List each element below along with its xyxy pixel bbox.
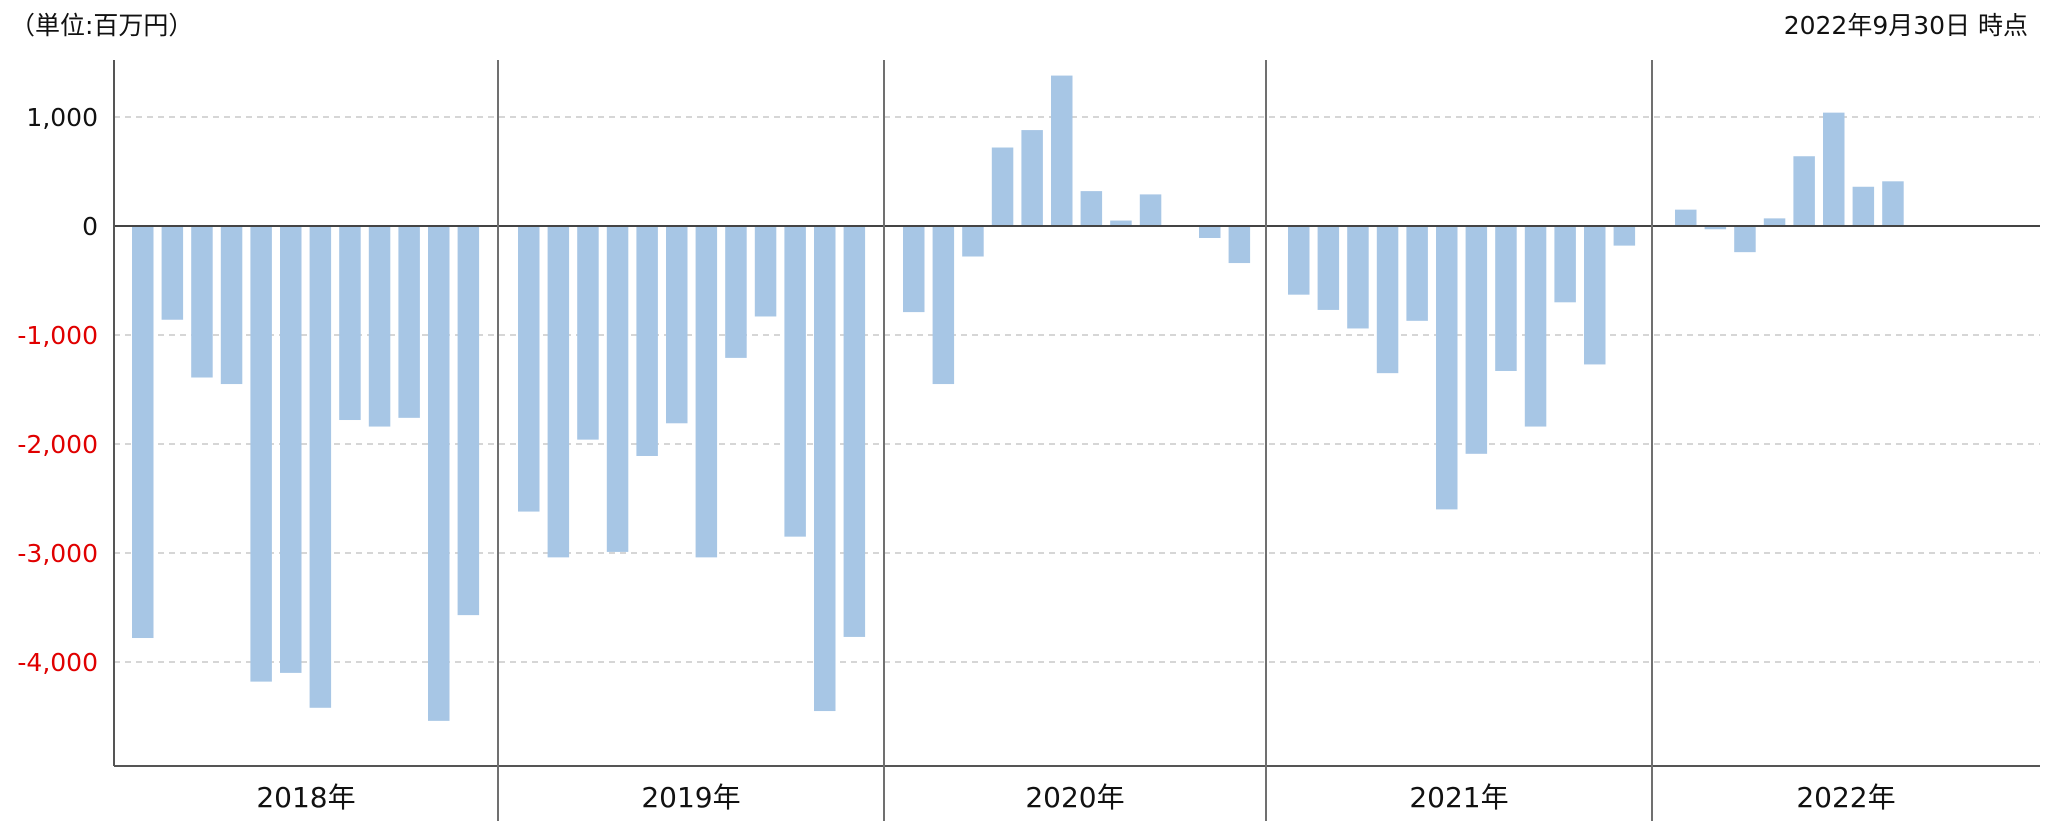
year-labels: 2018年 2019年 2020年 2021年 2022年: [256, 781, 1895, 814]
bar: [1495, 226, 1517, 371]
bar: [1793, 156, 1815, 226]
y-tick-label: -3,000: [17, 539, 98, 568]
bar: [1139, 194, 1162, 226]
y-tick-label: 0: [82, 212, 98, 241]
bar: [636, 226, 658, 456]
bar: [1051, 75, 1073, 226]
bar: [1465, 226, 1488, 454]
bar: [784, 226, 806, 537]
bar: [1823, 112, 1845, 226]
y-tick-label: -1,000: [17, 321, 98, 350]
bar: [962, 226, 984, 257]
bar: [428, 226, 450, 721]
bar: [1199, 226, 1221, 238]
bar: [754, 226, 777, 317]
bar: [1288, 226, 1310, 295]
bar: [725, 226, 747, 358]
year-label: 2022年: [1796, 781, 1895, 814]
bar: [1704, 226, 1727, 230]
bar: [518, 226, 540, 512]
year-label: 2019年: [641, 781, 740, 814]
bar: [457, 226, 480, 616]
y-tick-label: -2,000: [17, 430, 98, 459]
bar: [1613, 226, 1636, 246]
year-label: 2020年: [1025, 781, 1124, 814]
bar: [932, 226, 955, 385]
bar: [991, 147, 1014, 226]
bar: [1524, 226, 1547, 427]
bar: [309, 226, 332, 708]
bar: [1554, 226, 1576, 303]
bar: [1317, 226, 1340, 310]
y-axis-tick-labels: 1,000 0 -1,000 -2,000 -3,000 -4,000: [17, 103, 98, 677]
bar: [368, 226, 391, 427]
bar: [843, 226, 866, 637]
bar: [1734, 226, 1756, 253]
bar: [1228, 226, 1251, 264]
bar: [903, 226, 925, 313]
bar: [1080, 191, 1103, 226]
bar: [132, 226, 154, 639]
unit-label: （単位:百万円）: [10, 11, 193, 40]
bar: [1584, 226, 1606, 365]
chart-frame: [113, 60, 2040, 821]
bar: [577, 226, 599, 440]
bar: [1675, 209, 1697, 226]
bars: [132, 75, 1904, 721]
bar: [666, 226, 688, 424]
bar: [220, 226, 243, 385]
bar: [1882, 181, 1904, 226]
bar: [1852, 186, 1875, 226]
bar: [250, 226, 272, 682]
bar: [1110, 220, 1132, 226]
bar: [547, 226, 570, 558]
bar: [814, 226, 836, 712]
bar: [280, 226, 302, 673]
year-label: 2018年: [256, 781, 355, 814]
y-tick-label: 1,000: [26, 103, 98, 132]
bar: [695, 226, 718, 558]
bar: [191, 226, 213, 378]
bar: [339, 226, 361, 421]
as-of-date-label: 2022年9月30日 時点: [1784, 11, 2028, 40]
bar: [1763, 218, 1786, 226]
bar: [1406, 226, 1428, 321]
bar: [1347, 226, 1369, 329]
y-tick-label: -4,000: [17, 648, 98, 677]
bar: [1436, 226, 1458, 510]
bar: [1021, 130, 1043, 226]
bar: [1376, 226, 1399, 374]
bar: [161, 226, 184, 320]
bar: [398, 226, 420, 418]
bar: [606, 226, 629, 552]
year-label: 2021年: [1409, 781, 1508, 814]
